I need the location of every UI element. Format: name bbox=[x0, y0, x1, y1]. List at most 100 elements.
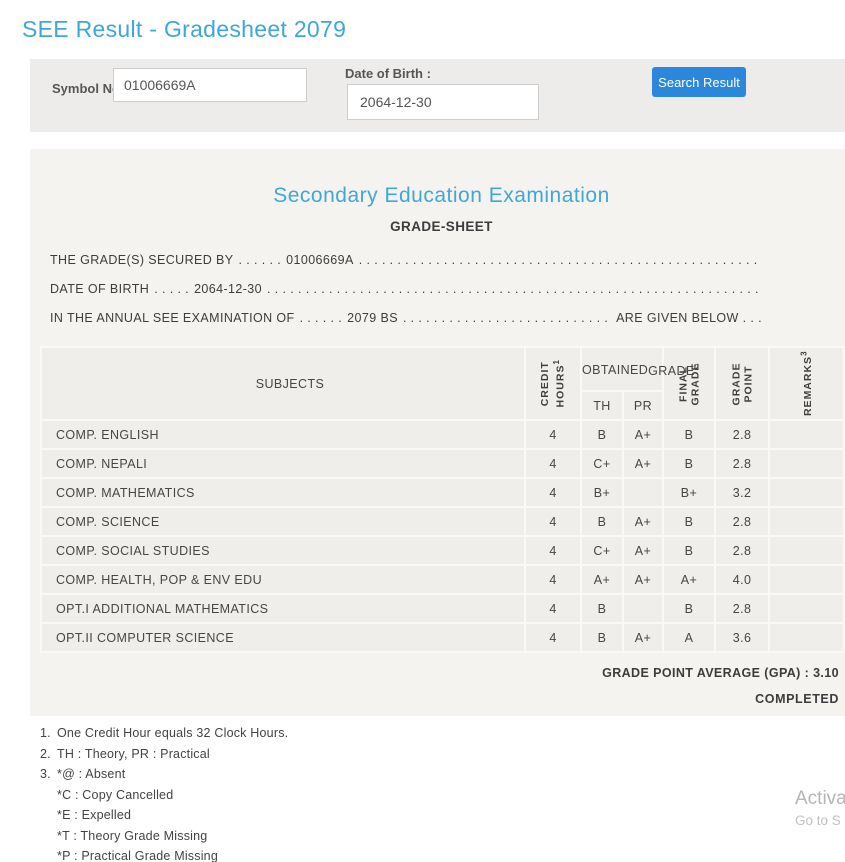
remarks-cell bbox=[770, 595, 844, 622]
remarks-cell bbox=[770, 537, 844, 564]
subjects-header: SUBJECTS bbox=[42, 348, 524, 419]
remarks-cell bbox=[770, 421, 844, 448]
footnotes: 1. One Credit Hour equals 32 Clock Hours… bbox=[40, 723, 845, 862]
remarks-cell bbox=[770, 624, 844, 651]
subject-cell: COMP. ENGLISH bbox=[42, 421, 524, 448]
table-row: OPT.I ADDITIONAL MATHEMATICS 4 B B 2.8 bbox=[42, 595, 844, 622]
table-row: OPT.II COMPUTER SCIENCE 4 B A+ A 3.6 bbox=[42, 624, 844, 651]
dob-input[interactable] bbox=[347, 84, 539, 120]
remarks-cell bbox=[770, 566, 844, 593]
grade-point-cell: 2.8 bbox=[716, 450, 769, 477]
th-cell: C+ bbox=[582, 450, 622, 477]
subject-cell: COMP. SOCIAL STUDIES bbox=[42, 537, 524, 564]
credit-cell: 4 bbox=[526, 624, 580, 651]
page-title: SEE Result - Gradesheet 2079 bbox=[22, 16, 347, 42]
remarks-header: REMARKS3 bbox=[770, 348, 844, 419]
pr-cell: A+ bbox=[624, 624, 663, 651]
grade-point-cell: 4.0 bbox=[716, 566, 769, 593]
th-cell: B bbox=[582, 421, 622, 448]
pr-cell: A+ bbox=[624, 450, 663, 477]
credit-cell: 4 bbox=[526, 566, 580, 593]
table-row: COMP. NEPALI 4 C+ A+ B 2.8 bbox=[42, 450, 844, 477]
th-header: TH bbox=[582, 392, 622, 419]
footnote-line: *C : Copy Cancelled bbox=[57, 787, 174, 802]
subject-cell: COMP. SCIENCE bbox=[42, 508, 524, 535]
exam-year-value: 2079 BS bbox=[347, 311, 398, 325]
remarks-cell bbox=[770, 479, 844, 506]
pr-header: PR bbox=[624, 392, 663, 419]
table-row: COMP. MATHEMATICS 4 B+ B+ 3.2 bbox=[42, 479, 844, 506]
footnote-line: 1. One Credit Hour equals 32 Clock Hours… bbox=[40, 726, 289, 740]
final-cell: A bbox=[664, 624, 715, 651]
gradesheet-panel: Secondary Education Examination GRADE-SH… bbox=[30, 149, 845, 716]
dob-label: Date of Birth : bbox=[345, 66, 431, 81]
pr-cell bbox=[624, 595, 663, 622]
pr-cell bbox=[624, 479, 663, 506]
gpa-label: GRADE POINT AVERAGE (GPA) : bbox=[602, 666, 810, 680]
subject-cell: COMP. MATHEMATICS bbox=[42, 479, 524, 506]
remarks-cell bbox=[770, 508, 844, 535]
remarks-cell bbox=[770, 450, 844, 477]
credit-cell: 4 bbox=[526, 595, 580, 622]
final-cell: B bbox=[664, 450, 715, 477]
credit-cell: 4 bbox=[526, 537, 580, 564]
grade-point-header: GRADE POINT bbox=[716, 348, 769, 419]
pr-cell: A+ bbox=[624, 508, 663, 535]
th-cell: A+ bbox=[582, 566, 622, 593]
final-cell: B bbox=[664, 508, 715, 535]
final-cell: B+ bbox=[664, 479, 715, 506]
grade-point-cell: 3.6 bbox=[716, 624, 769, 651]
sheet-title: Secondary Education Examination bbox=[273, 184, 610, 207]
activate-watermark: Activa Go to S bbox=[795, 788, 845, 828]
pr-cell: A+ bbox=[624, 421, 663, 448]
gpa-value: 3.10 bbox=[813, 666, 839, 680]
subject-cell: OPT.II COMPUTER SCIENCE bbox=[42, 624, 524, 651]
dob-value: 2064-12-30 bbox=[194, 282, 263, 296]
footnote-line: *E : Expelled bbox=[57, 808, 132, 822]
table-row: COMP. SOCIAL STUDIES 4 C+ A+ B 2.8 bbox=[42, 537, 844, 564]
subject-cell: OPT.I ADDITIONAL MATHEMATICS bbox=[42, 595, 524, 622]
statement-line-dob: DATE OF BIRTH . . . . . 2064-12-30 . . .… bbox=[50, 275, 762, 304]
th-cell: B bbox=[582, 508, 622, 535]
grade-point-cell: 2.8 bbox=[716, 508, 769, 535]
subject-cell: COMP. HEALTH, POP & ENV EDU bbox=[42, 566, 524, 593]
pr-cell: A+ bbox=[624, 566, 663, 593]
subject-cell: COMP. NEPALI bbox=[42, 450, 524, 477]
sheet-subtitle: GRADE-SHEET bbox=[390, 219, 493, 234]
result-status: COMPLETED bbox=[755, 692, 839, 706]
th-cell: B+ bbox=[582, 479, 622, 506]
symbol-no-label: Symbol No : bbox=[52, 81, 128, 96]
credit-cell: 4 bbox=[526, 508, 580, 535]
th-cell: B bbox=[582, 624, 622, 651]
watermark-line1: Activa bbox=[795, 788, 845, 809]
credit-cell: 4 bbox=[526, 479, 580, 506]
final-cell: B bbox=[664, 421, 715, 448]
footnote-line: *T : Theory Grade Missing bbox=[57, 828, 208, 843]
footnote-line: *P : Practical Grade Missing bbox=[57, 849, 218, 862]
th-cell: B bbox=[582, 595, 622, 622]
footnote-line: 3. *@ : Absent bbox=[40, 767, 126, 781]
final-cell: B bbox=[664, 537, 715, 564]
gpa-line: GRADE POINT AVERAGE (GPA) : 3.10 bbox=[36, 666, 845, 680]
table-row: COMP. ENGLISH 4 B A+ B 2.8 bbox=[42, 421, 844, 448]
symbol-no-input[interactable] bbox=[113, 68, 307, 102]
final-cell: B bbox=[664, 595, 715, 622]
footnote-line: 2. TH : Theory, PR : Practical bbox=[40, 746, 210, 761]
table-row: COMP. HEALTH, POP & ENV EDU 4 A+ A+ A+ 4… bbox=[42, 566, 844, 593]
credit-cell: 4 bbox=[526, 450, 580, 477]
credit-cell: 4 bbox=[526, 421, 580, 448]
grades-table: SUBJECTS CREDIT HOURS1 OBTAINEDGRADE2 FIN… bbox=[40, 346, 845, 653]
search-result-button[interactable]: Search Result bbox=[652, 67, 746, 97]
th-cell: C+ bbox=[582, 537, 622, 564]
statement-line-exam: IN THE ANNUAL SEE EXAMINATION OF . . . .… bbox=[50, 304, 762, 333]
grade-point-cell: 2.8 bbox=[716, 537, 769, 564]
credit-hours-header: CREDIT HOURS1 bbox=[526, 348, 580, 419]
watermark-line2: Go to S bbox=[795, 813, 841, 828]
final-grade-header: FINAL GRADE bbox=[664, 348, 715, 419]
grade-point-cell: 3.2 bbox=[716, 479, 769, 506]
grade-point-cell: 2.8 bbox=[716, 421, 769, 448]
search-panel: Symbol No : Date of Birth : Search Resul… bbox=[30, 59, 845, 132]
table-row: COMP. SCIENCE 4 B A+ B 2.8 bbox=[42, 508, 844, 535]
statement-line-symbol: THE GRADE(S) SECURED BY . . . . . . 0100… bbox=[50, 246, 762, 275]
